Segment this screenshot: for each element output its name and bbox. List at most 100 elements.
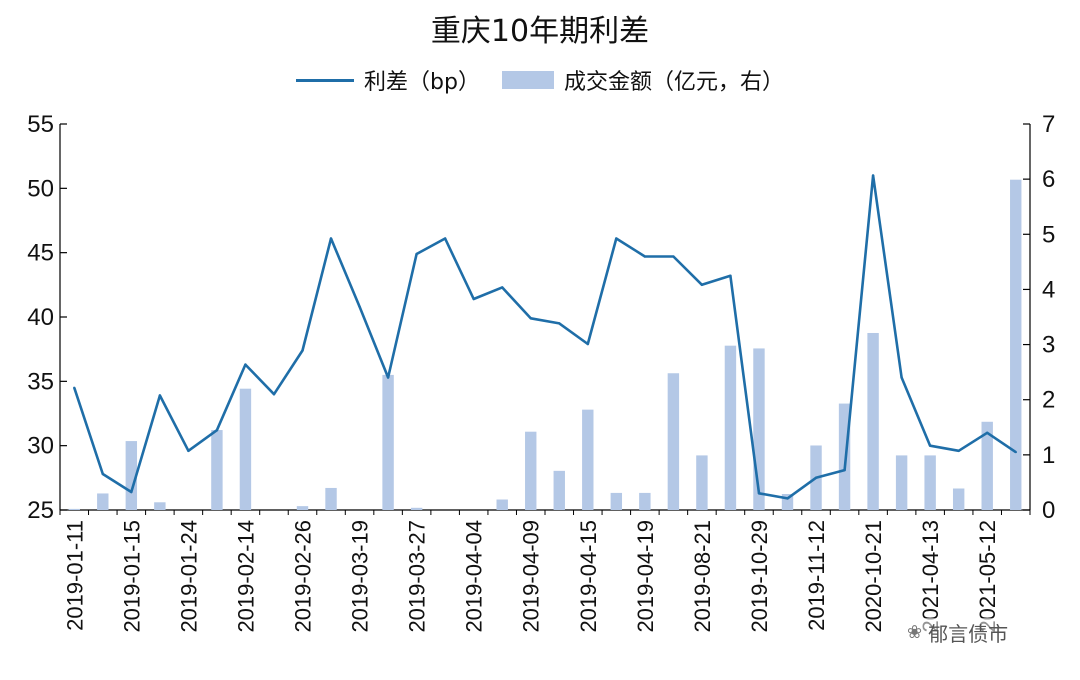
bar: [410, 507, 423, 510]
spread-point: [187, 449, 190, 453]
bar: [924, 455, 936, 510]
wechat-icon: ❀: [907, 622, 923, 643]
x-tick-label: 2021-05-12: [975, 520, 1000, 633]
y-left-tick-label: 30: [27, 433, 54, 460]
bar: [382, 374, 394, 510]
spread-point: [244, 363, 247, 366]
spread-point: [843, 468, 846, 472]
legend-item-spread: 利差（bp）: [296, 64, 480, 96]
y-right-tick-label: 1: [1042, 442, 1055, 469]
bar: [952, 488, 965, 510]
spread-point: [415, 252, 418, 256]
spread-point: [329, 237, 333, 240]
x-tick-label: 2019-11-12: [804, 520, 829, 631]
spread-point: [301, 349, 304, 352]
x-tick-label: 2019-01-11: [62, 520, 87, 631]
bar: [981, 421, 993, 510]
bar: [68, 508, 80, 510]
spread-point: [472, 297, 475, 301]
watermark: ❀ 郁言债市: [905, 618, 1011, 647]
bar: [97, 493, 109, 510]
y-right-tick-label: 4: [1042, 276, 1055, 303]
bar: [610, 492, 623, 510]
bar: [553, 470, 565, 510]
bar: [838, 403, 851, 510]
y-left-tick-label: 35: [27, 368, 54, 395]
legend-bar-swatch: [501, 71, 554, 89]
bar: [211, 430, 223, 510]
spread-point: [615, 237, 618, 240]
y-left-tick-label: 55: [27, 111, 54, 138]
y-right-tick-label: 7: [1042, 111, 1055, 138]
spread-point: [215, 429, 219, 432]
x-tick-label: 2019-04-09: [519, 520, 544, 633]
x-tick-label: 2019-10-29: [747, 520, 772, 633]
bar: [1010, 179, 1022, 511]
spread-point: [443, 237, 447, 240]
x-tick-label: 2019-04-15: [576, 520, 601, 633]
x-tick-label: 2020-10-21: [861, 520, 886, 633]
legend-label-spread: 利差（bp）: [364, 70, 480, 95]
spread-point: [358, 305, 361, 308]
bar: [525, 431, 537, 510]
spread-point: [586, 342, 589, 346]
bar: [696, 455, 708, 510]
x-tick-label: 2019-04-19: [633, 520, 658, 633]
legend-line-swatch: [296, 78, 355, 82]
x-tick-label: 2019-03-27: [405, 520, 430, 633]
x-tick-label: 2019-03-19: [348, 520, 373, 633]
bar: [496, 499, 508, 510]
legend-label-volume: 成交金额（亿元，右）: [563, 70, 784, 95]
bar: [125, 441, 138, 510]
watermark-text: 郁言债市: [928, 622, 1009, 646]
spread-point: [101, 472, 104, 476]
spread-point: [957, 449, 960, 453]
x-tick-label: 2019-02-14: [233, 520, 258, 633]
y-right-tick-label: 2: [1042, 387, 1055, 414]
spread-point: [928, 444, 932, 447]
spread-point: [558, 322, 561, 325]
bar: [667, 373, 680, 510]
x-tick-label: 2019-01-15: [119, 520, 144, 633]
bar: [867, 332, 879, 510]
x-tick-label: 2019-02-26: [291, 520, 316, 633]
y-right-tick-label: 5: [1042, 221, 1055, 248]
bar: [895, 455, 908, 510]
spread-point: [986, 431, 989, 434]
legend-item-volume: 成交金额（亿元，右）: [501, 64, 784, 96]
spread-point: [73, 386, 76, 389]
spread-point: [900, 376, 903, 379]
x-tick-label: 2019-01-24: [176, 520, 201, 633]
x-tick-label: 2019-04-04: [462, 520, 487, 633]
bar: [296, 506, 309, 510]
spread-point: [786, 497, 789, 500]
spread-line: [73, 174, 1017, 500]
bar: [753, 348, 765, 510]
legend: 利差（bp） 成交金额（亿元，右）: [0, 64, 1080, 96]
bar: [325, 487, 337, 510]
y-right-tick-label: 0: [1042, 497, 1055, 524]
bar: [154, 502, 166, 510]
bar: [582, 409, 594, 510]
spread-point: [814, 476, 818, 480]
x-tick-label: 2019-08-21: [690, 520, 715, 633]
y-right-tick-label: 6: [1042, 166, 1055, 193]
spread-point: [272, 393, 276, 396]
y-left-tick-label: 45: [27, 240, 54, 267]
spread-point: [501, 286, 504, 289]
spread-point: [158, 394, 162, 397]
spread-point: [757, 492, 761, 495]
spread-point: [700, 283, 704, 287]
spread-point: [643, 255, 647, 258]
spread-point: [729, 274, 732, 278]
y-right-tick-label: 3: [1042, 332, 1055, 359]
bar: [639, 492, 651, 510]
spread-point: [672, 255, 675, 258]
y-left-tick-label: 50: [27, 175, 54, 202]
spread-point: [1014, 450, 1017, 454]
spread-point: [130, 490, 133, 494]
spread-point: [386, 376, 390, 379]
bar: [239, 388, 252, 510]
bar: [724, 345, 737, 510]
